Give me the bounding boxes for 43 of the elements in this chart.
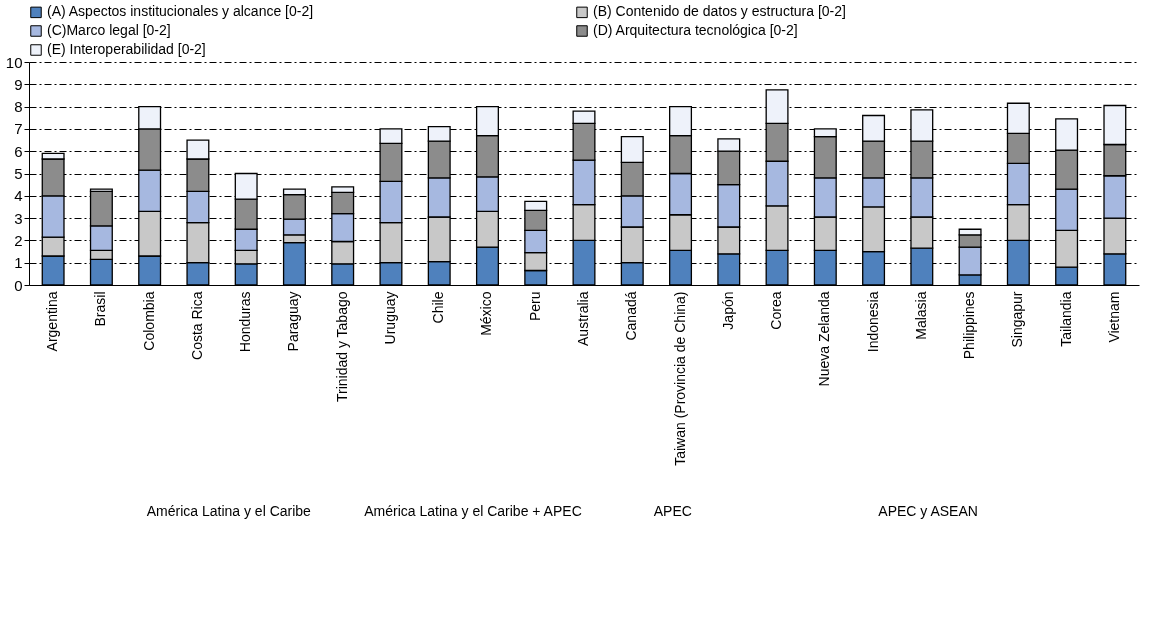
x-tick-label: Vietnam	[1105, 291, 1122, 343]
y-tick-label: 6	[14, 142, 23, 160]
x-tick-label: Canadá	[623, 291, 640, 341]
legend-label: (D) Arquitectura tecnológica [0-2]	[593, 22, 798, 38]
x-tick-label: Uruguay	[381, 291, 398, 345]
x-tick-label: Honduras	[237, 291, 254, 353]
y-tick-label: 9	[14, 75, 23, 93]
y-tick-label: 7	[14, 120, 23, 138]
text: APEC y ASEAN	[878, 503, 978, 519]
text: APEC	[653, 503, 692, 519]
y-tick-label: 5	[14, 165, 23, 182]
y-tick-label: 10	[5, 53, 23, 71]
x-tick-label: Chile	[430, 291, 447, 324]
legend-label: (C)Marco legal [0-2]	[47, 22, 171, 38]
x-tick-label: Peru	[526, 291, 543, 322]
x-tick-label: Japón	[719, 291, 736, 330]
x-tick-label: Malasia	[912, 291, 929, 340]
x-tick-label: Paraguay	[285, 291, 302, 352]
y-tick-label: 8	[14, 98, 23, 116]
x-tick-label: Taiwan (Provincia de China)	[671, 291, 688, 466]
y-tick-label: 0	[14, 276, 23, 294]
x-tick-label: Philippines	[961, 291, 978, 360]
x-tick-label: Nueva Zelanda	[816, 291, 833, 387]
x-tick-label: Brasil	[92, 291, 109, 327]
y-tick-label: 3	[14, 209, 23, 227]
x-tick-label: Singapur	[1009, 291, 1026, 348]
y-tick-label: 4	[14, 187, 23, 205]
legend-label: (B) Contenido de datos y estructura [0-2]	[593, 3, 846, 20]
text: América Latina y el Caribe	[146, 503, 312, 519]
x-tick-label: Trinidad y Tabago	[333, 291, 350, 403]
x-tick-label: Indonesia	[864, 291, 881, 353]
x-tick-label: Argentina	[44, 291, 61, 352]
x-tick-label: México	[478, 291, 495, 336]
legend-label: (A) Aspectos institucionales y alcance [0-2]	[47, 3, 314, 20]
x-tick-label: Corea	[768, 291, 785, 330]
x-tick-label: Australia	[575, 291, 591, 346]
y-tick-label: 2	[14, 231, 23, 249]
y-tick-label: 1	[14, 254, 23, 272]
x-tick-label: Colombia	[140, 291, 157, 351]
text: América Latina y el Caribe + APEC	[364, 503, 582, 519]
x-tick-label: Tailandia	[1057, 291, 1074, 347]
legend-label: (E) Interoperabilidad [0-2]	[47, 41, 206, 57]
x-tick-label: Costa Rica	[188, 291, 205, 360]
